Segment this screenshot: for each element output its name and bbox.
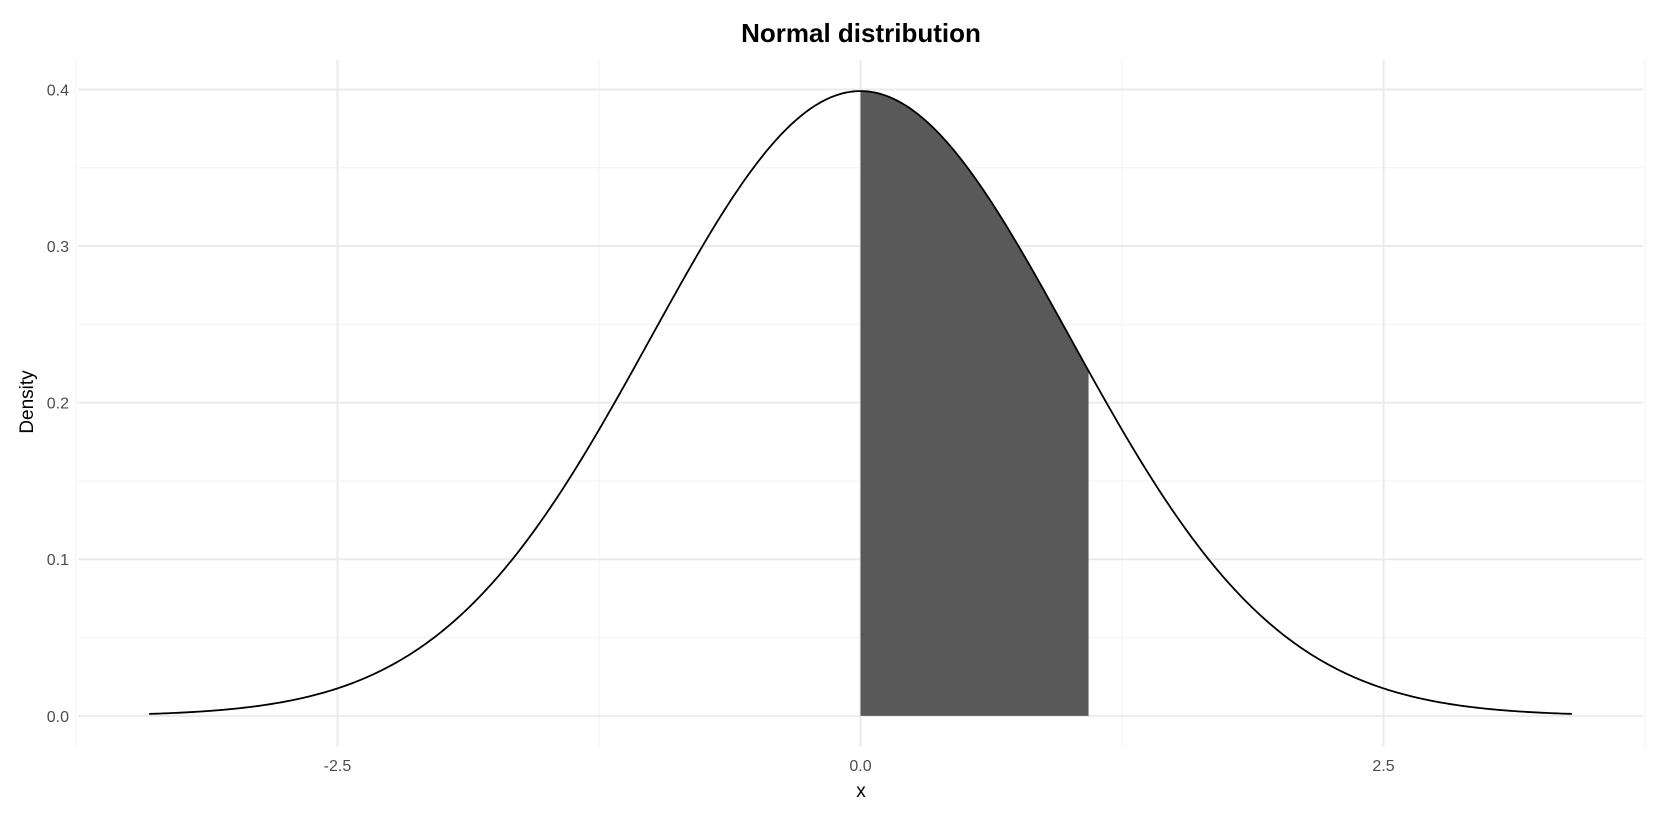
shaded-area: [860, 91, 1089, 716]
y-tick-label: 0.1: [47, 552, 69, 569]
y-tick-labels: 0.0 0.1 0.2 0.3 0.4: [47, 82, 69, 725]
x-tick-label: 2.5: [1372, 758, 1394, 775]
density-curve-group: [149, 90, 1572, 715]
shaded-area-group: [860, 91, 1089, 716]
y-axis-label: Density: [17, 370, 38, 434]
y-tick-label: 0.2: [47, 396, 69, 413]
x-axis-label: x: [856, 781, 866, 802]
y-tick-label: 0.4: [47, 82, 69, 99]
x-tick-label: 0.0: [849, 758, 871, 775]
density-curve: [149, 90, 1572, 715]
y-tick-label: 0.0: [47, 709, 69, 726]
chart-title: Normal distribution: [741, 18, 981, 48]
x-tick-label: -2.5: [324, 758, 352, 775]
y-tick-label: 0.3: [47, 239, 69, 256]
x-tick-labels: -2.5 0.0 2.5: [324, 758, 1395, 775]
